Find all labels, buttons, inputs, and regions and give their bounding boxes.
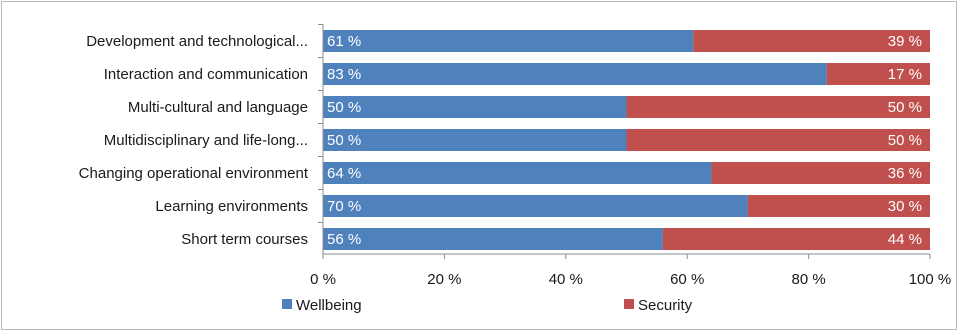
data-label-security: 36 % bbox=[888, 165, 922, 182]
x-axis: 0 % 20 % 40 % 60 % 80 % 100 % bbox=[310, 24, 951, 288]
data-label-security: 30 % bbox=[888, 198, 922, 215]
category-label: Changing operational environment bbox=[79, 165, 309, 182]
bar-wellbeing bbox=[323, 162, 712, 184]
legend-swatch-wellbeing bbox=[282, 299, 292, 309]
x-tick-label: 0 % bbox=[310, 271, 336, 288]
x-tick-label: 80 % bbox=[791, 271, 825, 288]
data-label-wellbeing: 56 % bbox=[327, 231, 361, 248]
bars-layer: 61 % 39 % 83 % 17 % 50 % 50 % 50 % 50 % 64 % 36 %… bbox=[323, 30, 930, 250]
bar-security bbox=[662, 228, 930, 250]
legend-swatch-security bbox=[624, 299, 634, 309]
x-tick-label: 100 % bbox=[909, 271, 952, 288]
bar-wellbeing bbox=[323, 96, 627, 118]
x-tick-label: 60 % bbox=[670, 271, 704, 288]
data-label-wellbeing: 50 % bbox=[327, 132, 361, 149]
bar-security bbox=[626, 129, 930, 151]
bar-security bbox=[826, 63, 930, 85]
legend: Wellbeing Security bbox=[282, 297, 693, 314]
category-label: Short term courses bbox=[181, 231, 308, 248]
data-label-security: 50 % bbox=[888, 99, 922, 116]
bar-security bbox=[747, 195, 930, 217]
x-tick-label: 40 % bbox=[549, 271, 583, 288]
data-label-wellbeing: 70 % bbox=[327, 198, 361, 215]
bar-wellbeing bbox=[323, 195, 748, 217]
bar-wellbeing bbox=[323, 228, 663, 250]
category-labels: Development and technological... Interact… bbox=[79, 33, 309, 248]
bar-security bbox=[711, 162, 930, 184]
data-label-wellbeing: 50 % bbox=[327, 99, 361, 116]
legend-label-security: Security bbox=[638, 297, 693, 314]
bar-wellbeing bbox=[323, 63, 827, 85]
data-label-security: 50 % bbox=[888, 132, 922, 149]
bar-wellbeing bbox=[323, 129, 627, 151]
category-label: Multi-cultural and language bbox=[128, 99, 308, 116]
category-label: Multidisciplinary and life-long... bbox=[104, 132, 308, 149]
category-label: Interaction and communication bbox=[104, 66, 308, 83]
data-label-wellbeing: 64 % bbox=[327, 165, 361, 182]
data-label-security: 44 % bbox=[888, 231, 922, 248]
x-tick-label: 20 % bbox=[427, 271, 461, 288]
category-label: Learning environments bbox=[155, 198, 308, 215]
bar-wellbeing bbox=[323, 30, 694, 52]
data-label-wellbeing: 83 % bbox=[327, 66, 361, 83]
category-label: Development and technological... bbox=[86, 33, 308, 50]
data-label-security: 17 % bbox=[888, 66, 922, 83]
data-label-wellbeing: 61 % bbox=[327, 33, 361, 50]
bar-security bbox=[693, 30, 930, 52]
legend-label-wellbeing: Wellbeing bbox=[296, 297, 362, 314]
bar-security bbox=[626, 96, 930, 118]
data-label-security: 39 % bbox=[888, 33, 922, 50]
